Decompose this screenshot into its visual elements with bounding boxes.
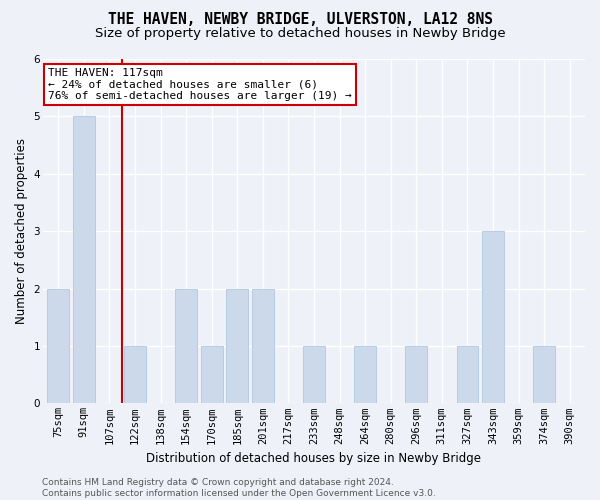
Bar bbox=[252, 288, 274, 404]
Bar bbox=[73, 116, 95, 404]
Text: THE HAVEN, NEWBY BRIDGE, ULVERSTON, LA12 8NS: THE HAVEN, NEWBY BRIDGE, ULVERSTON, LA12… bbox=[107, 12, 493, 28]
Bar bbox=[406, 346, 427, 404]
Y-axis label: Number of detached properties: Number of detached properties bbox=[15, 138, 28, 324]
Bar bbox=[533, 346, 555, 404]
Text: THE HAVEN: 117sqm
← 24% of detached houses are smaller (6)
76% of semi-detached : THE HAVEN: 117sqm ← 24% of detached hous… bbox=[48, 68, 352, 101]
Text: Contains HM Land Registry data © Crown copyright and database right 2024.
Contai: Contains HM Land Registry data © Crown c… bbox=[42, 478, 436, 498]
Bar bbox=[482, 231, 504, 404]
X-axis label: Distribution of detached houses by size in Newby Bridge: Distribution of detached houses by size … bbox=[146, 452, 481, 465]
Bar bbox=[303, 346, 325, 404]
Bar bbox=[47, 288, 69, 404]
Text: Size of property relative to detached houses in Newby Bridge: Size of property relative to detached ho… bbox=[95, 28, 505, 40]
Bar bbox=[175, 288, 197, 404]
Bar bbox=[124, 346, 146, 404]
Bar bbox=[457, 346, 478, 404]
Bar bbox=[226, 288, 248, 404]
Bar bbox=[201, 346, 223, 404]
Bar bbox=[354, 346, 376, 404]
